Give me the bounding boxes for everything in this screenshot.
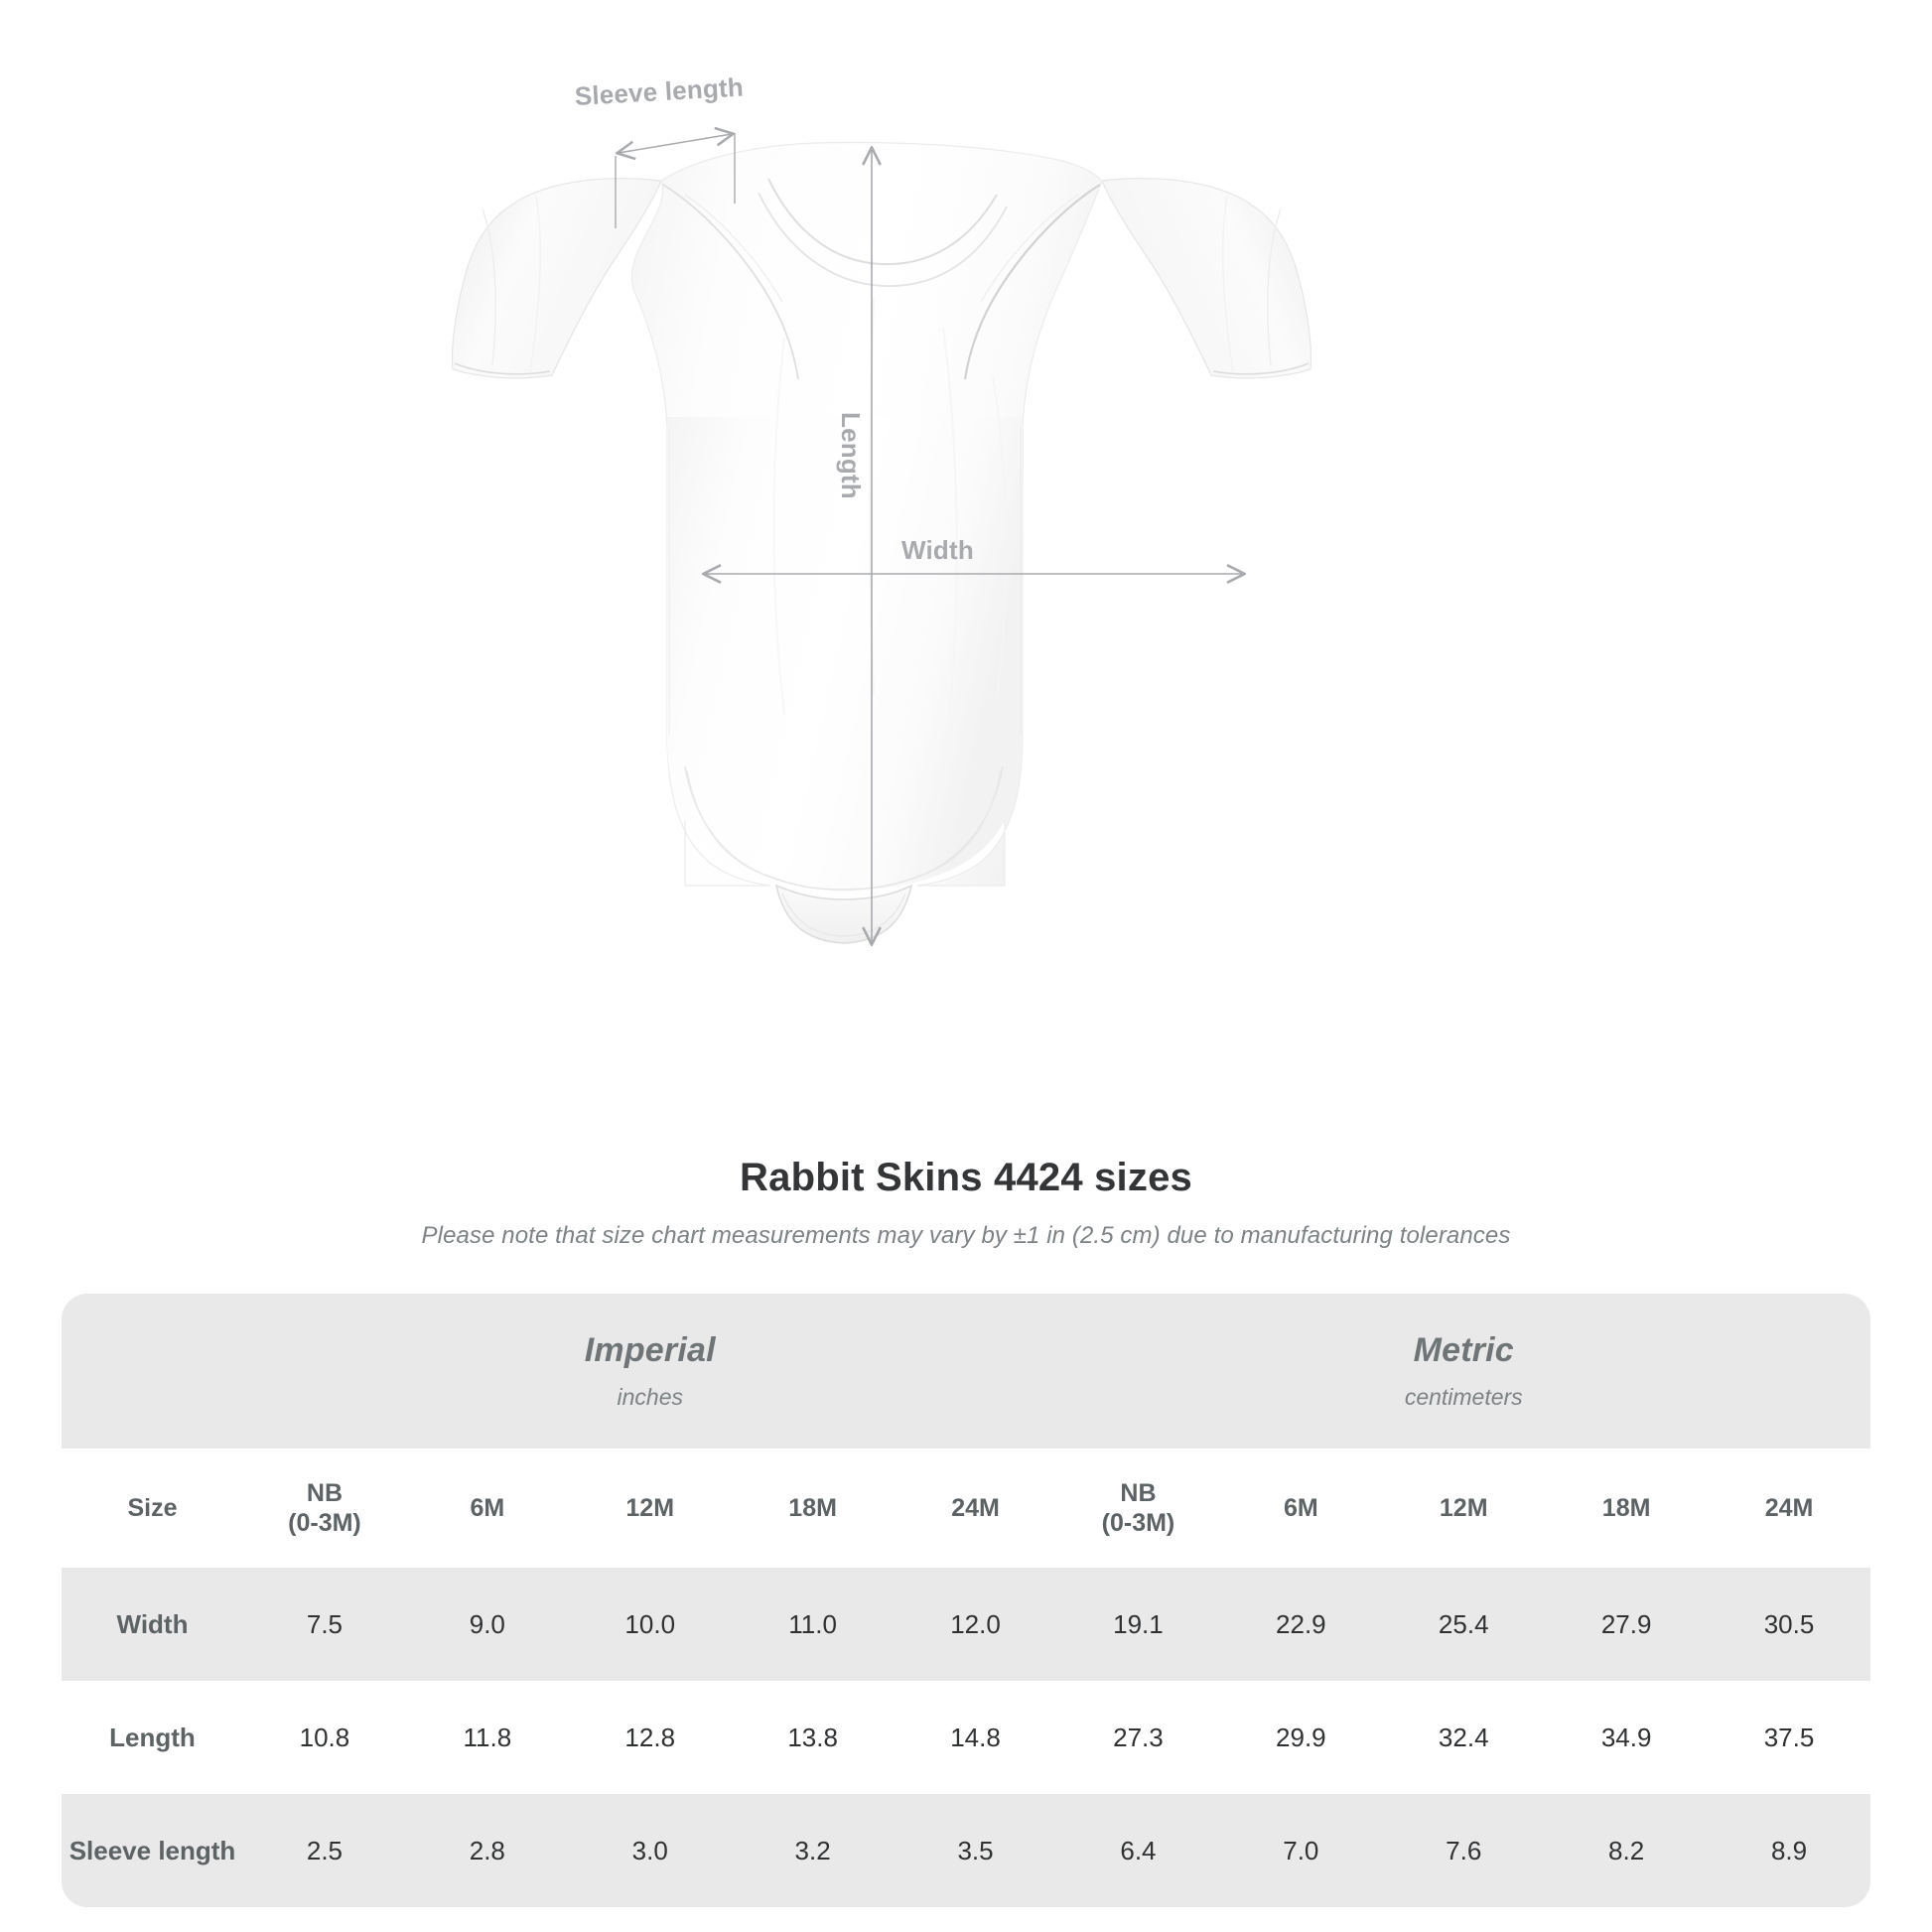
cell-length-metric-nb: 27.3 <box>1056 1681 1220 1794</box>
unit-group-imperial: Imperial inches <box>243 1294 1057 1449</box>
length-annotation: Length <box>836 412 866 499</box>
tolerance-note: Please note that size chart measurements… <box>421 1222 1511 1249</box>
page-title: Rabbit Skins 4424 sizes <box>740 1156 1192 1199</box>
header-metric-12m: 12M <box>1382 1449 1546 1568</box>
column-header-row: Size NB (0-3M) 6M 12M 18M 24M NB (0-3M) … <box>62 1449 1870 1568</box>
cell-length-metric-6m: 29.9 <box>1219 1681 1383 1794</box>
unit-sub-imperial: inches <box>617 1384 683 1410</box>
cell-sleeve-imperial-24m: 3.5 <box>894 1794 1057 1907</box>
cell-width-imperial-6m: 9.0 <box>405 1568 569 1681</box>
header-imperial-24m: 24M <box>894 1449 1057 1568</box>
header-size: Size <box>62 1449 243 1568</box>
table-row: Sleeve length 2.5 2.8 3.0 3.2 3.5 6.4 7.… <box>62 1794 1870 1907</box>
header-imperial-6m: 6M <box>405 1449 569 1568</box>
cell-width-imperial-12m: 10.0 <box>568 1568 732 1681</box>
header-imperial-12m: 12M <box>568 1449 732 1568</box>
cell-length-metric-24m: 37.5 <box>1708 1681 1870 1794</box>
cell-width-metric-6m: 22.9 <box>1219 1568 1383 1681</box>
header-imperial-18m: 18M <box>731 1449 895 1568</box>
cell-width-imperial-24m: 12.0 <box>894 1568 1057 1681</box>
header-nb-line2: (0-3M) <box>1101 1509 1175 1537</box>
cell-sleeve-metric-12m: 7.6 <box>1382 1794 1546 1907</box>
bodysuit-body <box>630 141 1103 944</box>
cell-width-imperial-nb: 7.5 <box>243 1568 406 1681</box>
cell-length-imperial-18m: 13.8 <box>731 1681 895 1794</box>
size-table-wrapper: Imperial inches Metric centimeters Size … <box>62 1294 1870 1907</box>
cell-sleeve-imperial-nb: 2.5 <box>243 1794 406 1907</box>
cell-sleeve-metric-6m: 7.0 <box>1219 1794 1383 1907</box>
cell-length-imperial-6m: 11.8 <box>405 1681 569 1794</box>
cell-width-metric-nb: 19.1 <box>1056 1568 1220 1681</box>
header-nb-line1: NB <box>1120 1478 1157 1507</box>
row-label-sleeve-length: Sleeve length <box>62 1794 243 1907</box>
unit-band-row: Imperial inches Metric centimeters <box>62 1294 1870 1449</box>
cell-sleeve-imperial-12m: 3.0 <box>568 1794 732 1907</box>
unit-name-metric: Metric <box>1413 1331 1514 1369</box>
cell-length-metric-12m: 32.4 <box>1382 1681 1546 1794</box>
header-metric-24m: 24M <box>1708 1449 1870 1568</box>
unit-name-imperial: Imperial <box>584 1331 716 1369</box>
cell-sleeve-metric-18m: 8.2 <box>1545 1794 1709 1907</box>
row-label-width: Width <box>62 1568 243 1681</box>
cell-sleeve-imperial-18m: 3.2 <box>731 1794 895 1907</box>
table-row: Width 7.5 9.0 10.0 11.0 12.0 19.1 22.9 2… <box>62 1568 1870 1681</box>
cell-width-metric-18m: 27.9 <box>1545 1568 1709 1681</box>
size-table: Imperial inches Metric centimeters Size … <box>62 1294 1870 1907</box>
header-nb-line2: (0-3M) <box>288 1509 361 1537</box>
cell-length-imperial-nb: 10.8 <box>243 1681 406 1794</box>
cell-width-metric-24m: 30.5 <box>1708 1568 1870 1681</box>
cell-length-imperial-12m: 12.8 <box>568 1681 732 1794</box>
header-imperial-nb: NB (0-3M) <box>243 1449 406 1568</box>
header-nb-line1: NB <box>306 1478 343 1507</box>
cell-width-metric-12m: 25.4 <box>1382 1568 1546 1681</box>
cell-length-metric-18m: 34.9 <box>1545 1681 1709 1794</box>
unit-sub-metric: centimeters <box>1404 1384 1523 1410</box>
unit-group-metric: Metric centimeters <box>1056 1294 1870 1449</box>
cell-sleeve-metric-nb: 6.4 <box>1056 1794 1220 1907</box>
cell-width-imperial-18m: 11.0 <box>731 1568 895 1681</box>
garment-illustration <box>451 0 1312 1112</box>
measurement-lines <box>616 133 1243 943</box>
header-metric-nb: NB (0-3M) <box>1056 1449 1220 1568</box>
cell-length-imperial-24m: 14.8 <box>894 1681 1057 1794</box>
garment-diagram: Sleeve length Length Width <box>451 0 1312 1112</box>
row-label-length: Length <box>62 1681 243 1794</box>
header-metric-6m: 6M <box>1219 1449 1383 1568</box>
left-sleeve <box>451 178 662 379</box>
table-row: Length 10.8 11.8 12.8 13.8 14.8 27.3 29.… <box>62 1681 1870 1794</box>
unit-band-spacer <box>62 1294 243 1449</box>
cell-sleeve-imperial-6m: 2.8 <box>405 1794 569 1907</box>
width-annotation: Width <box>901 535 974 565</box>
header-metric-18m: 18M <box>1545 1449 1709 1568</box>
cell-sleeve-metric-24m: 8.9 <box>1708 1794 1870 1907</box>
right-sleeve <box>1101 178 1312 379</box>
title-block: Rabbit Skins 4424 sizes Please note that… <box>0 1156 1932 1250</box>
